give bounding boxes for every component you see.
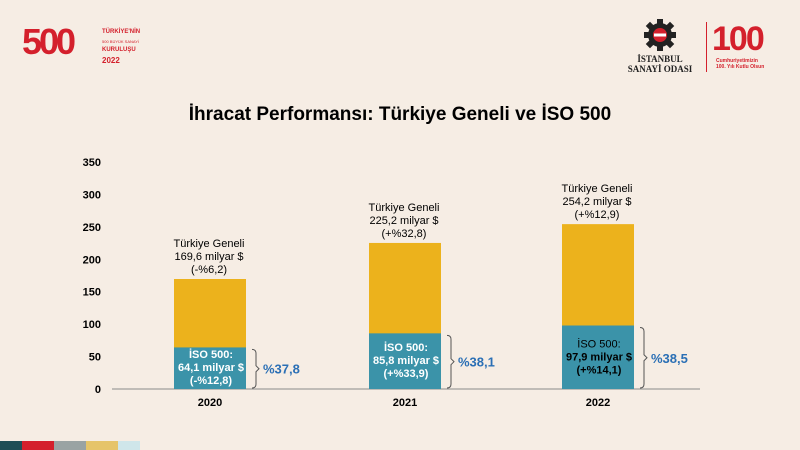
footer-color-block	[0, 441, 22, 450]
cum-line2: 100. Yılı Kutlu Olsun	[716, 64, 765, 70]
centennial-number: 100	[712, 20, 765, 58]
y-tick-label: 300	[83, 189, 101, 201]
iso-share-percent: %37,8	[263, 362, 300, 377]
iso-name: İSTANBUL SANAYİ ODASI	[620, 54, 700, 74]
total-label-value: 169,6 milyar $	[174, 251, 243, 263]
footer-color-block	[118, 441, 140, 450]
footer-color-block	[22, 441, 54, 450]
iso-share-percent: %38,1	[458, 355, 495, 370]
iso-label-name: İSO 500:	[384, 341, 428, 354]
iso-share-percent: %38,5	[651, 351, 688, 366]
y-tick-label: 200	[83, 254, 101, 266]
logo-line2: 500 BÜYÜK SANAYİ	[102, 39, 140, 44]
logo-year: 2022	[102, 56, 120, 65]
bar-iso-500	[369, 333, 441, 389]
total-label-name: Türkiye Geneli	[562, 183, 633, 195]
iso-share-bracket	[251, 348, 260, 389]
x-tick-label: 2020	[198, 397, 222, 409]
cum-line1: Cumhuriyetimizin	[716, 58, 758, 64]
iso-line2: SANAYİ ODASI	[627, 64, 693, 74]
total-label-name: Türkiye Geneli	[369, 202, 440, 214]
footer-color-block	[54, 441, 86, 450]
iso-label-value: 97,9 milyar $	[566, 351, 632, 363]
logo-500-text: TÜRKİYE'NİN 500 BÜYÜK SANAYİ KURULUŞU 20…	[102, 28, 172, 65]
total-label-change: (+%12,9)	[575, 209, 620, 221]
istanbul-sanayi-odasi-logo: İSTANBUL SANAYİ ODASI 100 Cumhuriyetimiz…	[620, 18, 790, 78]
total-label-change: (+%32,8)	[382, 228, 427, 240]
logo-500-number: 500	[22, 21, 76, 62]
total-label-value: 254,2 milyar $	[562, 196, 631, 208]
total-label-name: Türkiye Geneli	[174, 238, 245, 250]
logo-separator	[706, 22, 707, 72]
header: 500 TÜRKİYE'NİN 500 BÜYÜK SANAYİ KURULUŞ…	[0, 0, 800, 90]
y-tick-label: 0	[95, 384, 101, 396]
x-tick-label: 2021	[393, 397, 417, 409]
iso500-logo: 500 TÜRKİYE'NİN 500 BÜYÜK SANAYİ KURULUŞ…	[22, 22, 162, 66]
iso-share-bracket	[639, 327, 648, 389]
iso-label-change: (+%14,1)	[577, 364, 622, 376]
bar-iso-500	[174, 347, 246, 389]
iso-label-value: 85,8 milyar $	[373, 355, 439, 367]
chart-title: İhracat Performansı: Türkiye Geneli ve İ…	[188, 104, 612, 125]
y-tick-label: 150	[83, 287, 101, 299]
footer-color-block	[86, 441, 118, 450]
logo-line1: TÜRKİYE'NİN	[102, 29, 141, 35]
y-tick-label: 350	[83, 157, 101, 169]
iso-label-change: (+%33,9)	[384, 368, 429, 380]
logo-line3: KURULUŞU	[102, 47, 136, 53]
iso-label-name: İSO 500:	[189, 348, 233, 361]
total-label-value: 225,2 milyar $	[369, 215, 438, 227]
y-tick-label: 50	[89, 352, 101, 364]
bar-iso-500	[562, 325, 634, 389]
x-tick-label: 2022	[586, 397, 610, 409]
iso-line1: İSTANBUL	[637, 54, 683, 64]
centennial-text: Cumhuriyetimizin 100. Yılı Kutlu Olsun	[716, 58, 796, 70]
iso-label-change: (-%12,8)	[190, 375, 233, 387]
iso-label-name: İSO 500:	[577, 337, 620, 350]
iso-label-value: 64,1 milyar $	[178, 362, 244, 374]
iso-share-bracket	[446, 334, 455, 389]
y-tick-label: 250	[83, 222, 101, 234]
total-label-change: (-%6,2)	[191, 264, 227, 276]
gear-icon	[644, 19, 676, 51]
y-tick-label: 100	[83, 319, 101, 331]
